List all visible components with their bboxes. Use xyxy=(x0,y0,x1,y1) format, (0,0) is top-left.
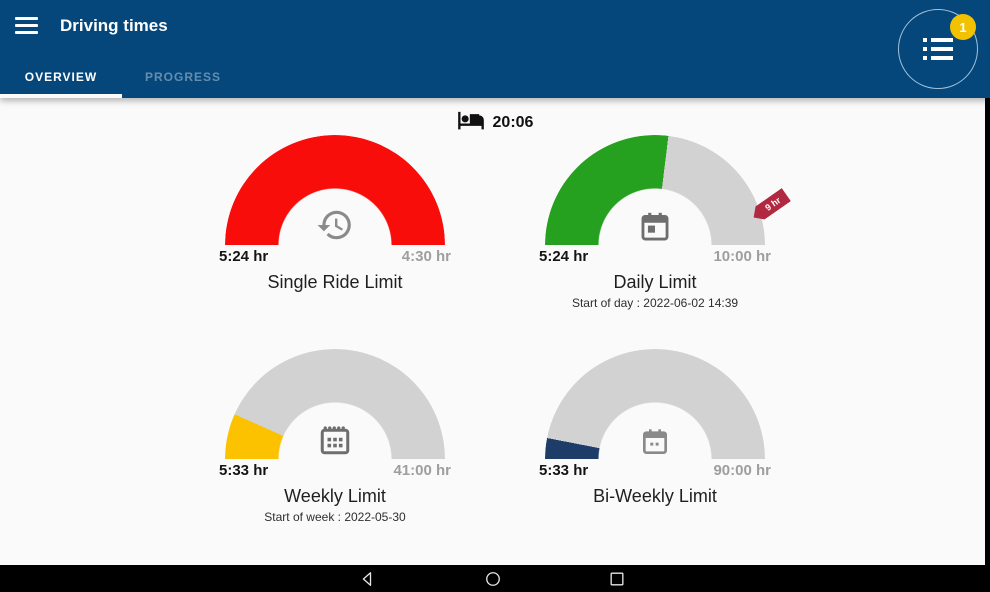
active-tab-indicator xyxy=(0,94,122,98)
calendar-week-icon xyxy=(317,422,353,463)
tab-overview[interactable]: OVERVIEW xyxy=(24,70,98,84)
gauge-subtitle: Start of day : 2022-06-02 14:39 xyxy=(571,296,739,310)
bed-icon xyxy=(457,106,485,139)
menu-icon[interactable] xyxy=(15,17,38,34)
value-label: 5:24 hr xyxy=(539,248,589,265)
rest-time-value: 20:06 xyxy=(492,113,534,131)
gauge-title: Bi-Weekly Limit xyxy=(593,486,717,506)
limit-label: 4:30 hr xyxy=(401,248,451,265)
tab-bar: OVERVIEW PROGRESS xyxy=(0,60,244,94)
gauge-subtitle: Start of week : 2022-05-30 xyxy=(264,510,406,524)
limit-label: 41:00 hr xyxy=(393,462,451,479)
rest-timer: 20:06 xyxy=(0,106,990,139)
gauge-title: Daily Limit xyxy=(613,272,697,292)
calendar-biweek-icon xyxy=(639,426,671,463)
gauge-bi-weekly: 5:33 hr 90:00 hr Bi-Weekly Limit xyxy=(505,349,805,507)
notification-badge: 1 xyxy=(950,14,976,40)
gauge-daily: 9 hr 5:24 hr 10:00 hr Daily Limit Start … xyxy=(505,135,805,310)
android-navbar xyxy=(0,565,990,592)
value-label: 5:33 hr xyxy=(539,462,589,479)
gauge-title: Single Ride Limit xyxy=(267,272,403,292)
limit-label: 90:00 hr xyxy=(713,462,771,479)
app-bar: Driving times OVERVIEW PROGRESS xyxy=(0,0,990,98)
gauge-weekly: 5:33 hr 41:00 hr Weekly Limit Start of w… xyxy=(185,349,485,524)
home-button[interactable] xyxy=(483,569,503,592)
back-button[interactable] xyxy=(358,569,378,592)
value-label: 5:33 hr xyxy=(219,462,269,479)
recents-button[interactable] xyxy=(607,569,627,592)
violations-list-button[interactable] xyxy=(898,9,978,89)
value-label: 5:24 hr xyxy=(219,248,269,265)
overview-panel: 20:06 5:24 hr 4:30 hr Single Ride Limit xyxy=(0,98,990,565)
calendar-day-icon xyxy=(638,210,672,249)
list-icon xyxy=(923,38,953,60)
limit-label: 10:00 hr xyxy=(713,248,771,265)
tab-progress[interactable]: PROGRESS xyxy=(144,70,221,84)
screen-bezel xyxy=(985,98,990,592)
gauge-single-ride: 5:24 hr 4:30 hr Single Ride Limit xyxy=(185,135,485,293)
page-title: Driving times xyxy=(60,16,168,35)
gauge-title: Weekly Limit xyxy=(284,486,386,506)
history-clock-icon xyxy=(316,206,354,249)
